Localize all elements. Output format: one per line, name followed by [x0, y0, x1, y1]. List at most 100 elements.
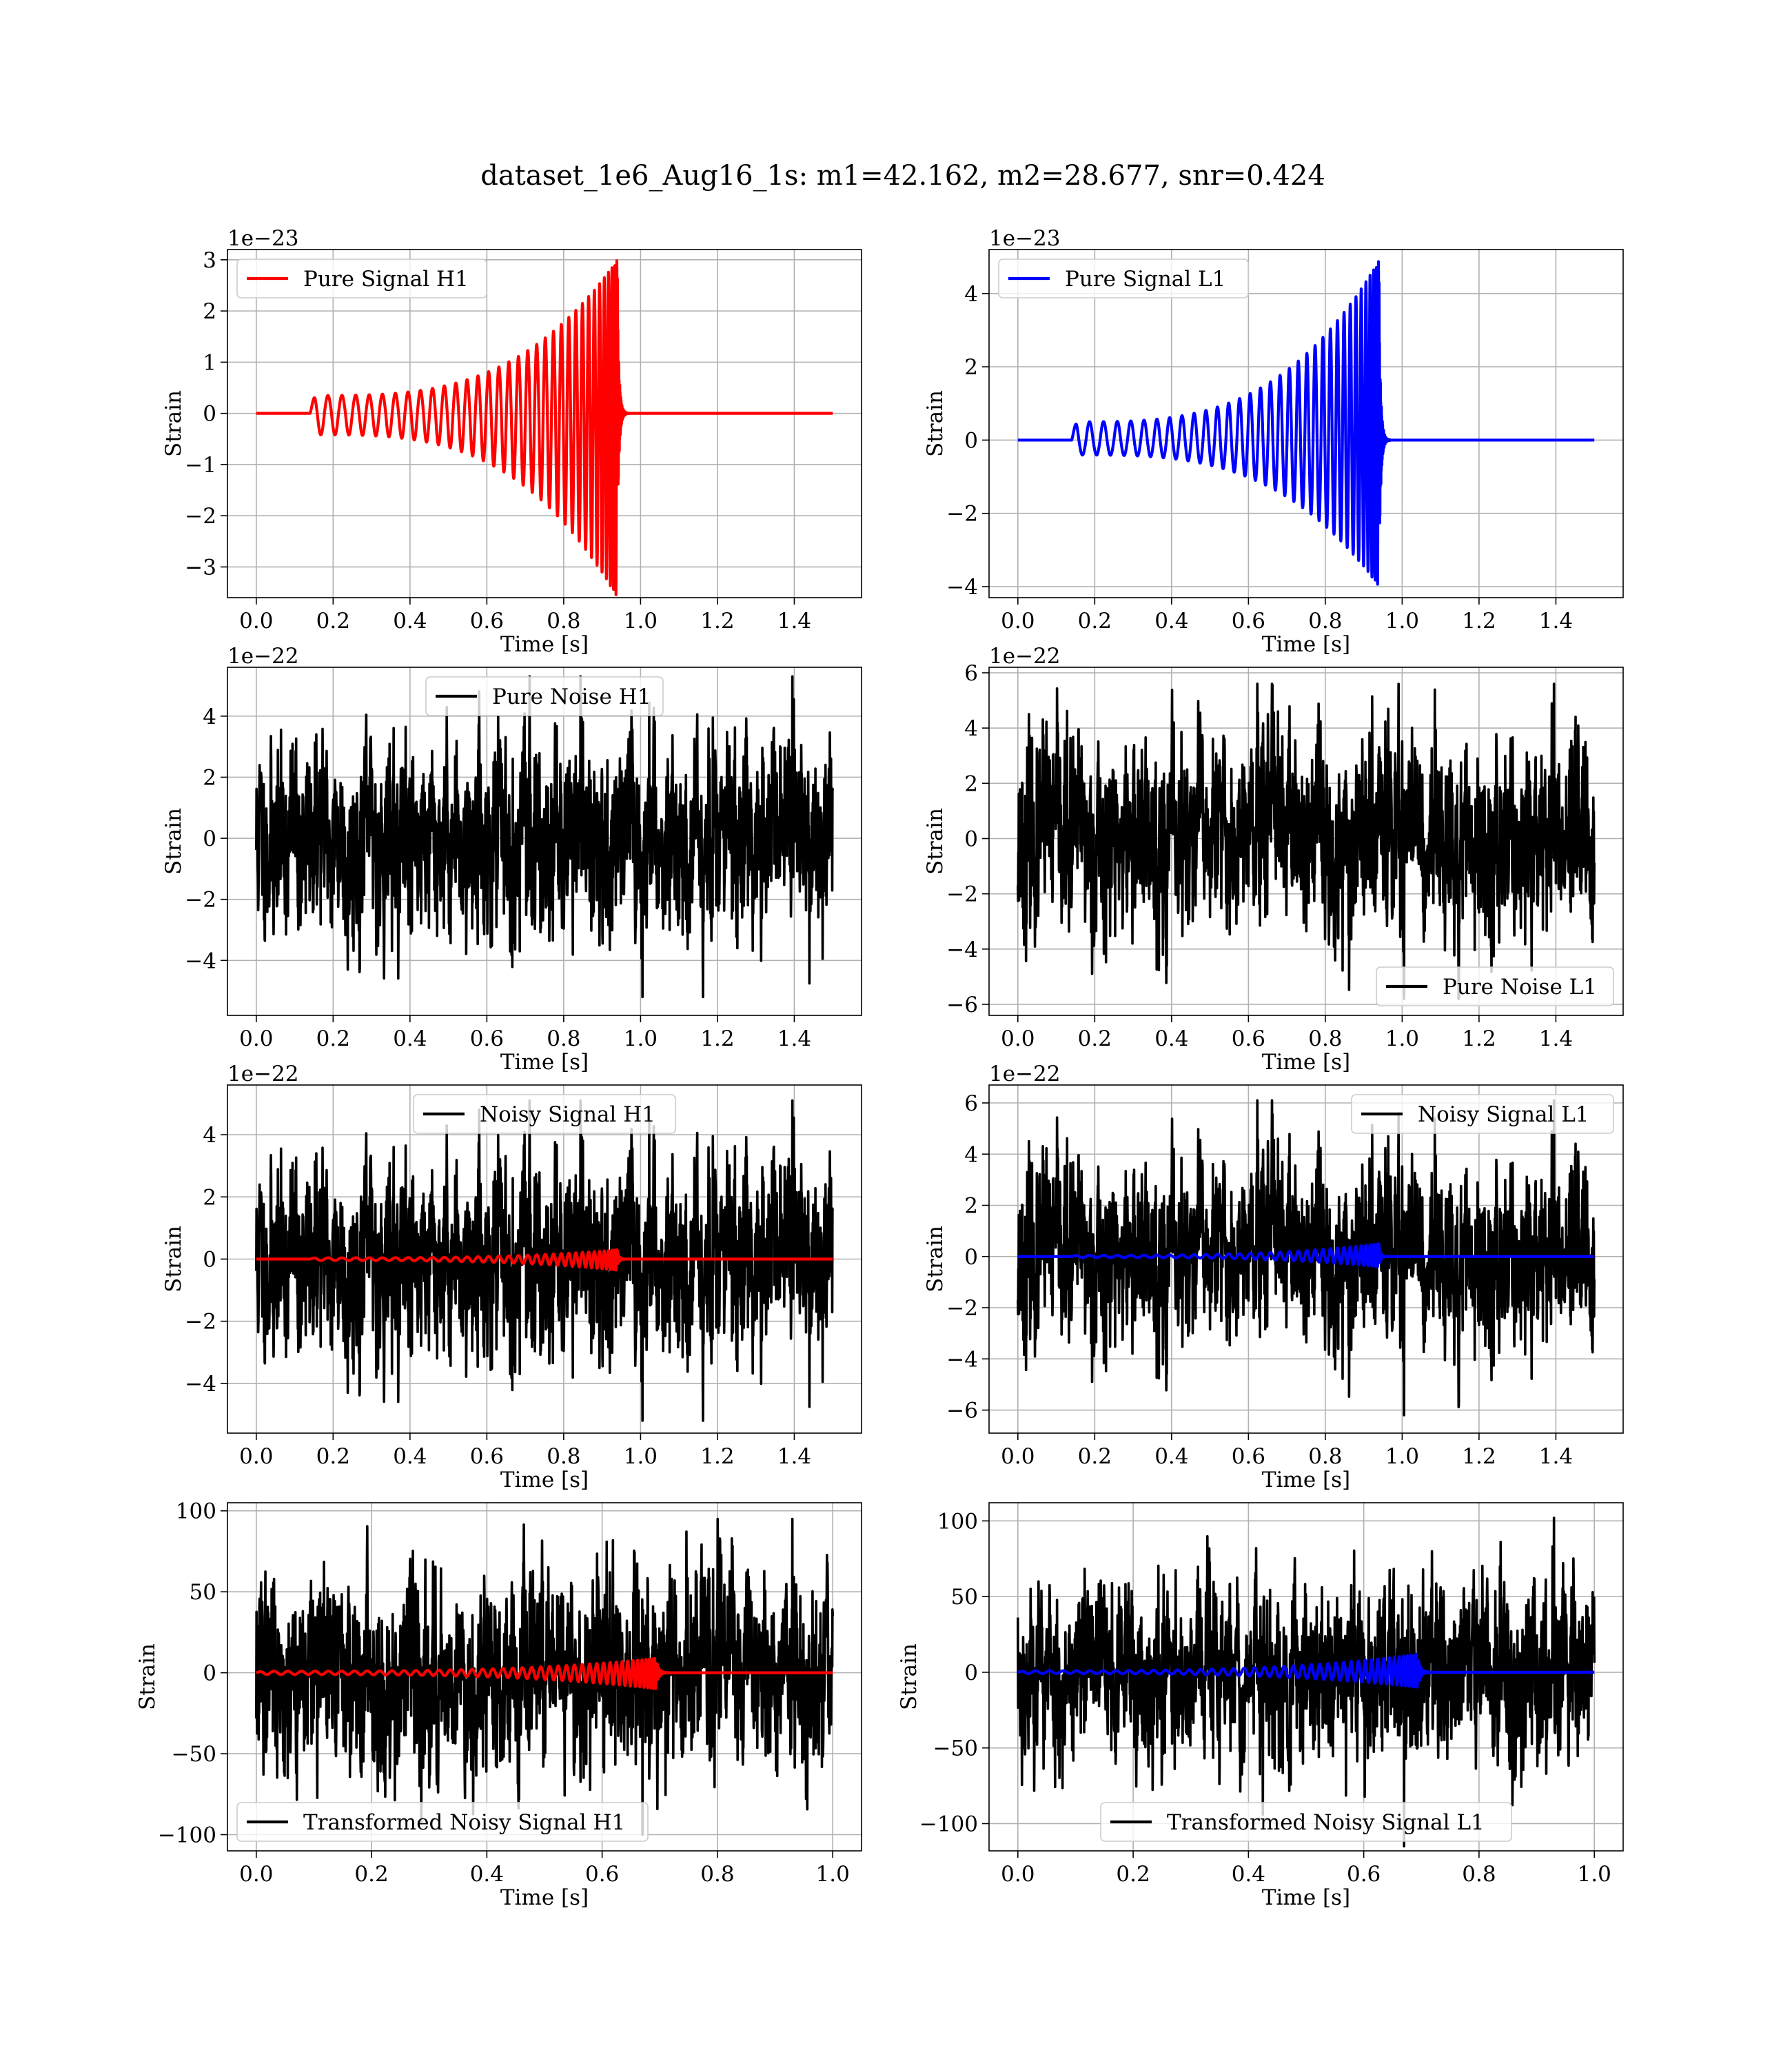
x-tick-label: 0.2 — [1116, 1862, 1150, 1887]
legend-label: Transformed Noisy Signal L1 — [1167, 1810, 1485, 1835]
x-tick-label: 0.6 — [585, 1862, 619, 1887]
y-tick-label: −6 — [946, 1399, 978, 1423]
y-offset-text: 1e−22 — [989, 644, 1061, 669]
x-tick-label: 0.2 — [316, 609, 350, 633]
y-tick-label: −6 — [946, 993, 978, 1017]
x-tick-label: 0.6 — [1232, 1026, 1265, 1051]
x-tick-label: 1.4 — [1539, 1026, 1573, 1051]
legend: Noisy Signal L1 — [1351, 1094, 1614, 1134]
subplot-noisy-signal-l1: 0.0 0.2 0.4 0.6 0.8 1.0 1.2 1.4 −6 −4 −2 0 2 4 6 Time [… — [923, 1062, 1624, 1492]
series-line-noisy-signal-l1 — [1017, 1099, 1596, 1417]
y-tick-label: −2 — [185, 1310, 216, 1335]
legend: Pure Noise H1 — [425, 676, 664, 716]
x-tick-label: 1.0 — [1385, 1026, 1419, 1051]
y-tick-label: −4 — [946, 937, 978, 962]
x-tick-label: 0.0 — [1001, 1444, 1035, 1469]
x-tick-label: 1.0 — [1385, 1444, 1419, 1469]
figure-title: dataset_1e6_Aug16_1s: m1=42.162, m2=28.6… — [480, 160, 1325, 192]
x-tick-label: 1.0 — [816, 1862, 850, 1887]
x-tick-label: 1.0 — [624, 609, 658, 633]
legend-box — [236, 258, 487, 298]
y-axis-label: Strain — [161, 1226, 186, 1292]
y-tick-label: 0 — [964, 428, 978, 453]
series-group — [256, 259, 833, 596]
x-tick-label: 1.2 — [1462, 1026, 1496, 1051]
series-line-signal-overlay — [256, 1248, 833, 1272]
y-offset-text: 1e−22 — [227, 644, 299, 669]
x-tick-label: 0.0 — [1001, 609, 1035, 633]
subplot-transformed-noisy-signal-l1: 0.0 0.2 0.4 0.6 0.8 1.0 −100 −50 0 50 100 Time [s] S… — [897, 1502, 1624, 1910]
y-tick-label: 4 — [964, 1142, 978, 1167]
y-tick-label: 3 — [203, 248, 216, 273]
subplot-pure-noise-l1: 0.0 0.2 0.4 0.6 0.8 1.0 1.2 1.4 −6 −4 −2 0 2 4 6 Time [… — [923, 644, 1624, 1075]
y-tick-label: −100 — [919, 1812, 978, 1836]
x-tick-label: 0.2 — [354, 1862, 388, 1887]
x-tick-label: 1.2 — [700, 609, 734, 633]
y-tick-label: 2 — [203, 765, 216, 790]
y-tick-label: 100 — [937, 1509, 978, 1534]
y-tick-label: 4 — [203, 1123, 216, 1148]
x-tick-label: 0.4 — [470, 1862, 504, 1887]
legend-label: Pure Noise L1 — [1443, 975, 1597, 1000]
x-tick-label: 0.6 — [470, 609, 504, 633]
x-tick-label: 0.4 — [393, 609, 427, 633]
x-tick-label: 1.4 — [1539, 1444, 1573, 1469]
y-tick-label: −100 — [158, 1823, 216, 1848]
series-group — [1017, 1517, 1596, 1848]
axes-frame — [988, 1084, 1624, 1434]
x-tick-label: 0.6 — [1347, 1862, 1381, 1887]
series-line-transformed-noisy-signal-h1 — [255, 1517, 834, 1836]
axes-frame — [988, 1502, 1624, 1852]
axes-frame — [227, 667, 862, 1016]
y-offset-text: 1e−23 — [989, 226, 1061, 251]
x-tick-label: 0.8 — [700, 1862, 734, 1887]
x-tick-label: 0.8 — [1308, 609, 1342, 633]
x-tick-label: 0.0 — [1001, 1026, 1035, 1051]
y-axis-label: Strain — [923, 390, 948, 457]
x-tick-label: 0.2 — [316, 1026, 350, 1051]
y-tick-label: −4 — [185, 949, 216, 973]
x-axis-label: Time [s] — [1262, 1050, 1350, 1075]
y-axis-label: Strain — [135, 1643, 160, 1710]
subplot-noisy-signal-h1: 0.0 0.2 0.4 0.6 0.8 1.0 1.2 1.4 −4 −2 0 2 4 Time [s] S… — [161, 1062, 862, 1492]
series-line-pure-noise-l1 — [1017, 682, 1596, 1000]
subplot-grid: 0.0 0.2 0.4 0.6 0.8 1.0 1.2 1.4 −3 −2 −1 0 1 2 3 Time [… — [135, 226, 1624, 1910]
legend-label: Transformed Noisy Signal H1 — [303, 1810, 625, 1835]
subplot-pure-noise-h1: 0.0 0.2 0.4 0.6 0.8 1.0 1.2 1.4 −4 −2 0 2 4 Time [s] S… — [161, 644, 862, 1075]
y-tick-label: −2 — [185, 888, 216, 913]
x-tick-label: 0.0 — [1001, 1862, 1035, 1887]
y-tick-label: −4 — [185, 1372, 216, 1397]
x-tick-label: 1.2 — [1462, 1444, 1496, 1469]
x-tick-label: 0.4 — [1232, 1862, 1265, 1887]
y-offset-text: 1e−22 — [227, 1062, 299, 1086]
series-line-transformed-noisy-signal-l1 — [1017, 1517, 1596, 1848]
legend-box — [236, 1802, 649, 1842]
legend-label: Noisy Signal H1 — [480, 1102, 655, 1127]
x-axis-label: Time [s] — [1262, 1885, 1350, 1910]
series-group — [1017, 1099, 1596, 1417]
x-tick-label: 0.8 — [547, 609, 580, 633]
series-line-pure-signal-h1 — [256, 259, 833, 596]
x-tick-label: 0.8 — [1308, 1026, 1342, 1051]
x-tick-label: 1.4 — [777, 1026, 811, 1051]
x-tick-label: 1.4 — [777, 609, 811, 633]
x-tick-label: 0.8 — [547, 1026, 580, 1051]
y-tick-label: 50 — [190, 1580, 216, 1605]
y-tick-label: −2 — [946, 502, 978, 527]
legend-box — [413, 1094, 676, 1134]
axes-frame — [227, 1502, 862, 1852]
x-axis-label: Time [s] — [500, 632, 589, 657]
series-group — [1017, 260, 1595, 586]
legend-box — [1100, 1802, 1512, 1842]
subplot-pure-signal-l1: 0.0 0.2 0.4 0.6 0.8 1.0 1.2 1.4 −4 −2 0 2 4 Time [s] S… — [923, 226, 1624, 657]
y-tick-label: 6 — [964, 1091, 978, 1116]
series-group — [255, 1517, 834, 1836]
y-tick-label: 2 — [964, 771, 978, 796]
x-tick-label: 0.4 — [1154, 609, 1188, 633]
y-offset-text: 1e−22 — [989, 1062, 1061, 1086]
y-tick-label: −4 — [946, 575, 978, 600]
legend-label: Pure Signal H1 — [303, 267, 469, 292]
y-tick-label: 0 — [964, 827, 978, 851]
legend: Transformed Noisy Signal L1 — [1100, 1802, 1512, 1842]
